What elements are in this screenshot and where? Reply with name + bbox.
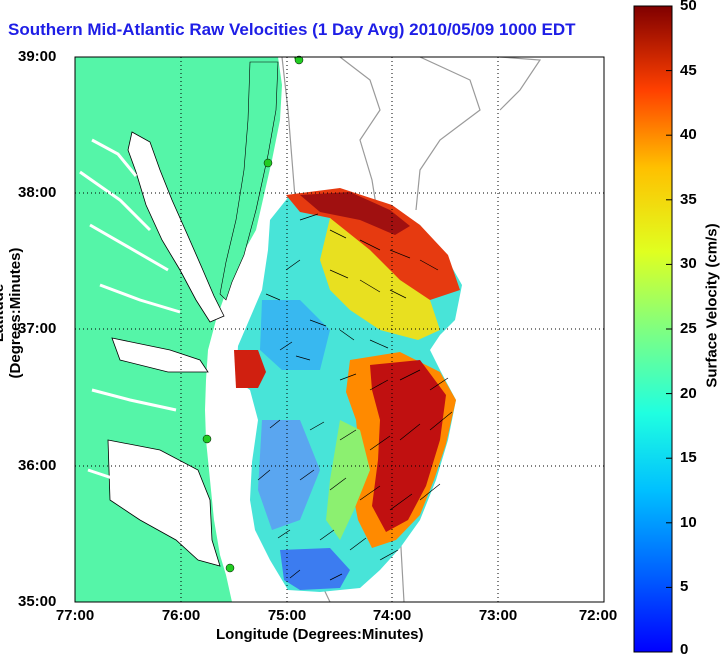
x-tick-label: 73:00 — [478, 607, 518, 624]
colorbar-tick-label: 15 — [680, 449, 697, 466]
station-marker — [202, 434, 212, 444]
station-marker — [263, 158, 273, 168]
y-tick-label: 39:00 — [18, 48, 57, 65]
colorbar-label: Surface Velocity (cm/s) — [703, 223, 721, 388]
y-tick-label: 35:00 — [18, 593, 57, 610]
velocity-field — [234, 188, 462, 592]
colorbar-tick-label: 0 — [680, 641, 689, 658]
colorbar-tick-label: 45 — [680, 62, 697, 79]
colorbar-ticks — [666, 5, 672, 653]
x-tick-label: 74:00 — [372, 607, 412, 624]
colorbar-tick-label: 5 — [680, 578, 689, 595]
x-tick-label: 77:00 — [55, 607, 95, 624]
pamlico-sound — [107, 439, 221, 567]
map-title: Southern Mid-Atlantic Raw Velocities (1 … — [8, 20, 576, 39]
x-tick-label: 76:00 — [161, 607, 201, 624]
y-tick-label: 36:00 — [18, 457, 57, 474]
colorbar-tick-label: 30 — [680, 255, 697, 272]
peninsula — [219, 61, 279, 301]
station-marker — [225, 563, 235, 573]
colorbar-tick-label: 40 — [680, 126, 697, 143]
x-tick-label: 75:00 — [267, 607, 307, 624]
x-tick-label: 72:00 — [578, 607, 618, 624]
x-axis-label: Longitude (Degrees:Minutes) — [216, 626, 424, 643]
y-axis-label: Latitude (Degrees:Minutes) — [0, 247, 24, 379]
grid-lines — [75, 57, 604, 602]
station-marker — [294, 55, 304, 65]
y-tick-label: 37:00 — [18, 320, 57, 337]
albemarle-sound — [111, 337, 209, 373]
velocity-arrows — [257, 213, 453, 581]
y-tick-label: 38:00 — [18, 184, 57, 201]
colorbar-tick-label: 25 — [680, 320, 697, 337]
plot-frame — [74, 56, 605, 603]
chesapeake-bay — [127, 131, 225, 323]
colorbar — [633, 5, 673, 653]
colorbar-tick-label: 20 — [680, 385, 697, 402]
colorbar-tick-label: 50 — [680, 0, 697, 14]
colorbar-tick-label: 10 — [680, 514, 697, 531]
colorbar-tick-label: 35 — [680, 191, 697, 208]
